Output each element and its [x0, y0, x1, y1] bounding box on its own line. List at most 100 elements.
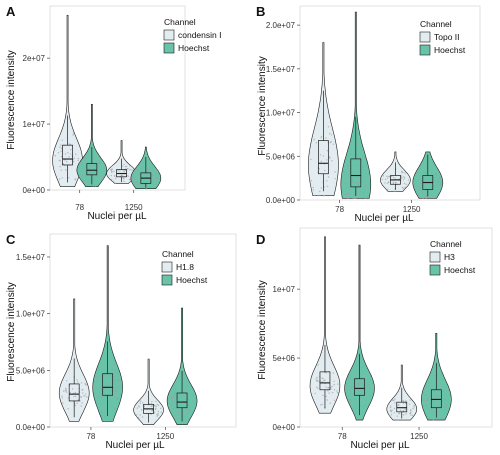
jitter-point: [364, 184, 367, 186]
jitter-point: [179, 394, 182, 396]
jitter-point: [59, 165, 61, 168]
jitter-point: [319, 190, 321, 193]
jitter-point: [402, 400, 405, 402]
jitter-point: [409, 412, 411, 415]
jitter-point: [170, 397, 172, 399]
jitter-point: [424, 394, 426, 396]
violin-body: [166, 307, 198, 426]
jitter-point: [86, 157, 88, 159]
jitter-point: [61, 139, 63, 141]
jitter-point: [75, 153, 77, 155]
jitter-point: [393, 176, 395, 179]
jitter-point: [330, 140, 332, 143]
violin-hoechst-78: [92, 245, 123, 422]
jitter-point: [139, 400, 142, 402]
jitter-point: [391, 175, 393, 178]
y-axis-title: Fluorescence intensity: [257, 56, 268, 156]
jitter-point: [438, 184, 440, 186]
violin-hoechst-78: [76, 104, 108, 188]
jitter-point: [129, 165, 131, 167]
jitter-point: [432, 400, 435, 402]
jitter-point: [447, 400, 449, 403]
panel-d: D Fluorescence intensity Nuclei per µL 0e+0…: [256, 227, 493, 451]
jitter-point: [127, 168, 129, 170]
jitter-point: [83, 182, 86, 184]
jitter-point: [113, 363, 116, 366]
jitter-point: [330, 388, 332, 390]
jitter-point: [356, 193, 358, 196]
jitter-point: [114, 175, 116, 177]
jitter-point: [328, 132, 331, 135]
jitter-point: [394, 402, 396, 404]
jitter-point: [117, 385, 120, 388]
jitter-point: [157, 404, 160, 406]
jitter-point: [187, 398, 190, 401]
jitter-point: [189, 409, 191, 411]
y-tick-label: 0e+00: [273, 423, 296, 432]
jitter-point: [313, 138, 315, 141]
jitter-point: [114, 387, 116, 389]
jitter-point: [84, 176, 87, 178]
jitter-point: [128, 178, 131, 180]
jitter-point: [351, 181, 354, 183]
jitter-point: [435, 184, 437, 186]
jitter-point: [399, 409, 402, 411]
jitter-point: [403, 176, 405, 178]
jitter-point: [404, 186, 406, 189]
jitter-point: [62, 163, 65, 165]
jitter-point: [425, 179, 427, 181]
legend: Channel H3 Hoechst: [429, 239, 476, 276]
jitter-point: [138, 417, 140, 419]
jitter-point: [112, 368, 114, 370]
plot-frame: [49, 233, 237, 428]
box-iqr: [354, 378, 365, 396]
jitter-point: [89, 165, 91, 167]
jitter-point: [402, 402, 405, 404]
jitter-point: [407, 179, 410, 181]
jitter-point: [425, 405, 428, 407]
jitter-point: [327, 176, 330, 178]
x-axis-title: Nuclei per µL: [350, 440, 410, 451]
jitter-point: [141, 409, 143, 411]
jitter-point: [60, 156, 63, 158]
jitter-point: [439, 387, 442, 390]
jitter-point: [325, 372, 327, 374]
violin-topo-ii-78: [308, 42, 339, 197]
jitter-point: [179, 411, 181, 413]
jitter-point: [171, 400, 174, 402]
jitter-point: [143, 184, 145, 186]
jitter-point: [356, 155, 359, 158]
jitter-point: [325, 395, 327, 398]
plot-frame: [299, 5, 481, 201]
jitter-point: [173, 384, 175, 387]
jitter-point: [364, 180, 366, 182]
jitter-point: [175, 407, 177, 409]
jitter-point: [62, 402, 64, 404]
jitter-point: [116, 391, 118, 393]
jitter-point: [155, 180, 157, 182]
jitter-point: [326, 399, 328, 401]
jitter-point: [110, 178, 113, 181]
jitter-point: [327, 387, 330, 389]
jitter-point: [100, 175, 102, 177]
jitter-point: [390, 414, 393, 416]
jitter-point: [192, 402, 194, 404]
jitter-point: [362, 192, 365, 194]
jitter-point: [96, 376, 99, 379]
jitter-point: [398, 404, 400, 406]
jitter-point: [430, 182, 432, 185]
jitter-point: [186, 384, 189, 387]
jitter-point: [174, 388, 176, 391]
box-iqr: [430, 389, 442, 409]
jitter-point: [346, 386, 348, 388]
jitter-point: [113, 379, 116, 381]
jitter-point: [317, 387, 319, 389]
jitter-point: [103, 376, 105, 378]
jitter-point: [193, 400, 195, 403]
jitter-point: [160, 411, 162, 413]
jitter-point: [106, 385, 109, 387]
jitter-point: [95, 375, 98, 378]
jitter-point: [390, 410, 392, 412]
jitter-point: [315, 380, 318, 382]
